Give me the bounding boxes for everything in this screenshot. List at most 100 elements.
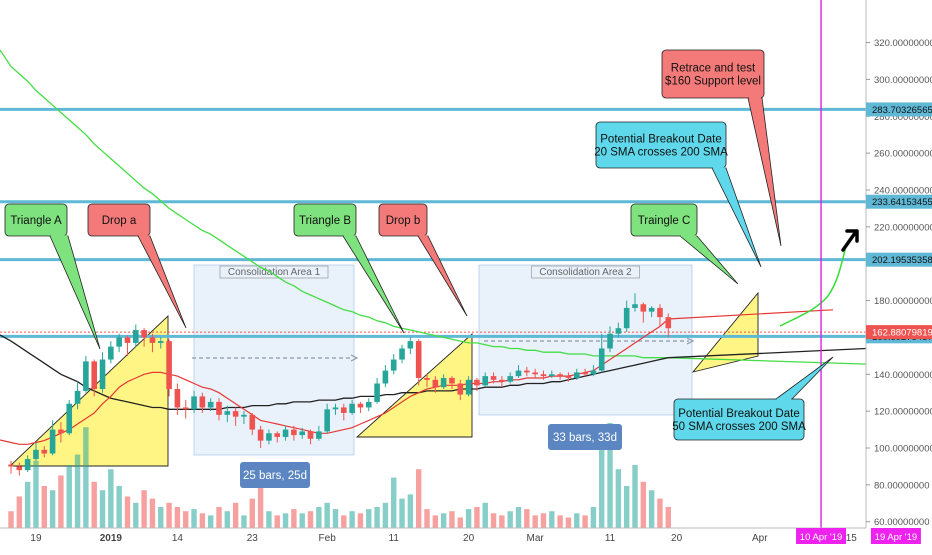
price-axis-background (866, 0, 932, 550)
candle-body (8, 464, 14, 467)
consolidation-area-2 (478, 264, 693, 416)
candle-body (41, 449, 48, 454)
measure-arrow-head (686, 337, 695, 345)
candle-body (266, 433, 272, 441)
candle-body (49, 429, 56, 454)
volume-bar (266, 511, 272, 528)
volume-bar (474, 507, 480, 528)
candle-body (83, 361, 89, 391)
callout-text: Potential Breakout Date (600, 134, 721, 146)
candle-body (582, 372, 588, 375)
x-tick-label: 20 (463, 533, 475, 544)
y-tick-label: 120.00000000 (874, 407, 932, 418)
candle-body (515, 370, 522, 377)
projection-path (779, 245, 847, 327)
volume-bar (648, 490, 655, 528)
volume-bar (141, 490, 147, 528)
callout-text: Triangle A (10, 215, 62, 227)
callout-box (378, 203, 428, 237)
volume-bar (91, 481, 97, 528)
candle-body (33, 449, 39, 460)
volume-bar (183, 511, 189, 528)
y-tick-label: 260.00000000 (874, 149, 932, 160)
candle-body (657, 307, 663, 318)
volume-bar (83, 427, 89, 528)
candle-body (316, 431, 322, 439)
x-tick-label: 11 (389, 533, 400, 544)
candle-body (374, 383, 380, 402)
y-tick-label: 220.00000000 (874, 222, 932, 233)
time-axis-background (0, 528, 866, 550)
volume-bar (540, 513, 547, 528)
candle-body (424, 377, 430, 380)
candle-body (157, 341, 164, 343)
candle-body (665, 317, 672, 329)
volume-bar (366, 509, 372, 528)
callout-text: Drop b (386, 215, 421, 227)
volume-bar (490, 513, 497, 528)
range-label-box (240, 462, 310, 488)
volume-bar (415, 469, 422, 528)
x-tick-label: 15 (846, 533, 858, 544)
candle-body (224, 411, 231, 415)
volume-bar (341, 515, 347, 528)
volume-bar (515, 507, 522, 528)
candle-body (216, 401, 222, 415)
candle-body (207, 401, 214, 408)
candle-body (191, 396, 197, 410)
callout-text: $160 Support level (665, 76, 761, 88)
candle-body (282, 429, 289, 437)
callout-box (595, 121, 727, 169)
candle-body (274, 433, 281, 437)
candle-body (590, 370, 597, 375)
volume-bar (657, 498, 663, 528)
sma50-line (0, 334, 867, 410)
callout-text: Retrace and test (671, 63, 756, 75)
volume-bar (108, 469, 114, 528)
price-level-tag-label: 283.70326565 (872, 105, 932, 116)
candle-body (58, 429, 64, 434)
candle-body (382, 370, 389, 384)
candle-body (648, 307, 655, 312)
candle-body (449, 377, 455, 384)
volume-bar (316, 507, 322, 528)
volume-bar (199, 513, 206, 528)
volume-bar (382, 502, 389, 528)
candle-body (307, 431, 314, 439)
volume-bar (557, 515, 563, 528)
candle-body (549, 374, 555, 377)
sma20-line (0, 309, 834, 445)
volume-bar (449, 511, 455, 528)
candle-body (249, 414, 256, 430)
candle-body (532, 372, 538, 375)
x-tick-label: 23 (247, 533, 259, 544)
candle-body (565, 376, 572, 378)
date-highlight-label: 19 Apr '19 (875, 532, 918, 543)
candle-body (182, 407, 189, 410)
date-highlight-tag (870, 528, 921, 544)
x-tick-label: 11 (605, 533, 616, 544)
consolidation-label-frame (531, 265, 640, 279)
callout-box (630, 203, 698, 237)
volume-bar (41, 486, 47, 528)
range-label-text: 25 bars, 25d (243, 470, 307, 482)
x-tick-label: 20 (671, 533, 683, 544)
volume-bar (257, 486, 264, 528)
candle-body (557, 374, 563, 377)
price-level-tag (866, 102, 932, 117)
volume-bar (16, 496, 23, 528)
volume-bar (607, 423, 613, 528)
volume-bar (158, 507, 164, 528)
volume-bar (116, 486, 122, 528)
candle-body (623, 307, 630, 329)
candle-body (399, 348, 405, 360)
volume-bar (174, 507, 181, 528)
consolidation-label-frame (219, 265, 329, 279)
y-tick-label: 240.00000000 (874, 185, 932, 196)
candle-body (615, 328, 622, 334)
candle-body (241, 414, 247, 417)
consolidation-area-label: Consolidation Area 1 (228, 267, 321, 278)
candle-body (166, 341, 172, 390)
